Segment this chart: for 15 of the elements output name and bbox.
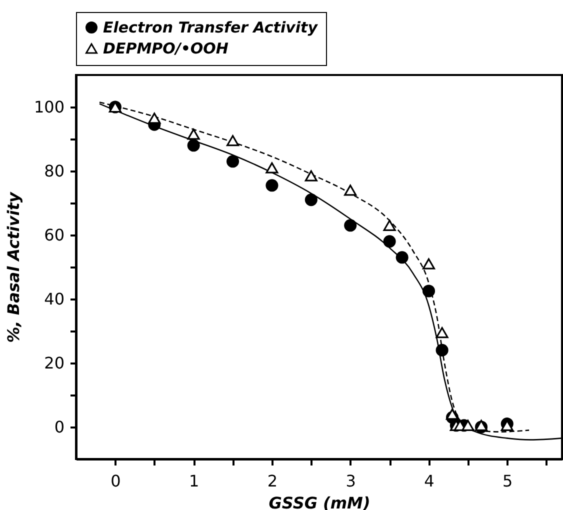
y-axis-title: %, Basal Activity bbox=[4, 192, 23, 343]
y-tick-label: 20 bbox=[44, 354, 64, 372]
x-tick-label: 4 bbox=[424, 472, 434, 490]
y-tick-label: 40 bbox=[44, 290, 64, 308]
legend-label: DEPMPO/•OOH bbox=[103, 40, 229, 58]
legend-label: Electron Transfer Activity bbox=[103, 18, 319, 36]
y-tick-label: 100 bbox=[34, 98, 64, 116]
y-tick-label: 60 bbox=[44, 226, 64, 244]
y-tick-label: 80 bbox=[44, 162, 64, 180]
x-tick-label: 0 bbox=[110, 472, 121, 490]
x-tick-label: 3 bbox=[346, 472, 356, 490]
y-tick-label: 0 bbox=[54, 418, 64, 436]
x-tick-label: 5 bbox=[502, 472, 513, 490]
x-tick-label: 1 bbox=[188, 472, 200, 490]
x-tick-label: 2 bbox=[267, 472, 278, 490]
